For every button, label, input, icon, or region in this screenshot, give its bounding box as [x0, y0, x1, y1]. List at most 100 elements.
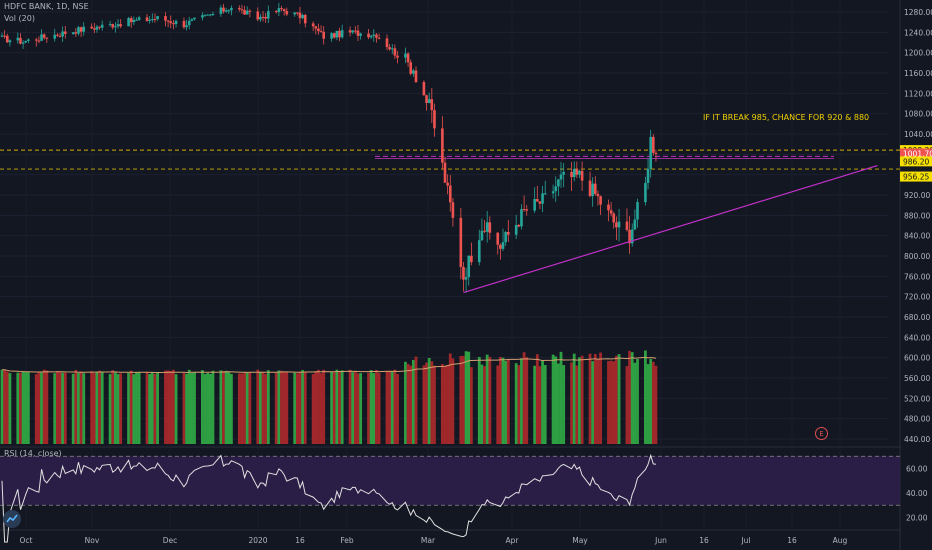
price-tick-label: 560.00	[904, 374, 930, 383]
candle-body	[135, 19, 138, 21]
candle-body	[169, 21, 173, 24]
candle-body	[356, 30, 360, 36]
volume-bar	[348, 369, 352, 444]
volume-bar	[591, 361, 595, 444]
volume-bar	[578, 357, 581, 444]
volume-bar	[488, 356, 492, 444]
candle-body	[578, 170, 581, 175]
volume-bar	[277, 370, 281, 444]
candle-body	[559, 174, 563, 180]
candle-body	[224, 10, 228, 12]
volume-bar	[525, 357, 529, 444]
candle-body	[520, 209, 523, 227]
volume-bar	[562, 365, 566, 444]
candle-body	[5, 35, 9, 43]
candle-body	[293, 12, 296, 15]
candle-body	[330, 33, 333, 39]
volume-bar	[356, 373, 360, 444]
candle-body	[314, 26, 318, 29]
volume-bar	[467, 351, 471, 444]
price-tick-label: 1160.00	[904, 69, 932, 78]
volume-bar	[293, 372, 297, 444]
candle-body	[174, 20, 178, 24]
volume-bar	[311, 374, 315, 444]
candle-body	[628, 229, 631, 244]
candle-body	[501, 242, 505, 249]
candle-body	[127, 18, 130, 27]
volume-bar	[338, 371, 341, 444]
volume-bar	[230, 373, 233, 444]
candle-body	[267, 11, 270, 19]
candle-body	[396, 55, 399, 58]
volume-label: Vol (20)	[4, 14, 35, 23]
tradingview-logo-icon[interactable]	[3, 510, 21, 528]
candle-body	[412, 70, 415, 74]
volume-bar	[113, 372, 117, 444]
volume-bar	[556, 363, 560, 444]
volume-bar	[237, 373, 241, 444]
volume-bar	[477, 356, 481, 444]
volume-bar	[572, 353, 576, 444]
earnings-marker-icon[interactable]: E	[815, 427, 828, 440]
time-tick-label: Nov	[85, 536, 100, 545]
candle-body	[259, 16, 262, 20]
volume-bar	[77, 372, 80, 444]
candle-body	[277, 8, 281, 13]
volume-bar	[185, 373, 188, 444]
candle-body	[404, 53, 407, 58]
candle-body	[609, 210, 613, 214]
time-tick-label: Jul	[740, 536, 750, 545]
volume-bar	[219, 370, 223, 444]
volume-bar	[145, 371, 149, 444]
candle-body	[211, 14, 215, 16]
candle-body	[58, 35, 62, 37]
volume-bar	[385, 370, 389, 444]
volume-bar	[646, 364, 650, 444]
volume-bars	[0, 350, 658, 444]
time-axis: Oct Nov Dec 2020 16 Feb Mar Apr May Jun 16 Jul 16 Aug	[20, 536, 848, 545]
level-price-tag	[900, 171, 932, 182]
candle-body	[409, 62, 413, 74]
candle-body	[187, 20, 191, 26]
price-tick-label: 760.00	[904, 272, 930, 281]
candle-body	[517, 225, 521, 227]
candle-body	[630, 229, 634, 244]
candle-body	[21, 42, 25, 44]
volume-bar	[390, 371, 394, 444]
time-tick-label: 16	[295, 536, 305, 545]
volume-bar	[92, 372, 96, 444]
price-tick-label: 720.00	[904, 293, 930, 302]
volume-bar	[514, 363, 518, 444]
volume-bar	[614, 355, 618, 444]
rising-trendline[interactable]	[463, 164, 878, 294]
volume-bar	[314, 371, 318, 444]
price-tick-label: 1080.00	[904, 110, 932, 119]
volume-bar	[596, 359, 600, 444]
candle-body	[82, 26, 86, 32]
volume-bar	[633, 362, 637, 444]
candle-body	[533, 199, 536, 211]
candle-body	[77, 27, 80, 34]
price-tick-label: 1120.00	[904, 89, 932, 98]
volume-bar	[303, 371, 307, 444]
candle-body	[483, 230, 486, 232]
time-tick-label: Dec	[163, 536, 178, 545]
candle-body	[441, 128, 444, 163]
volume-bar	[628, 350, 631, 444]
volume-bar	[224, 370, 228, 444]
volume-bar	[406, 363, 410, 444]
candle-body	[201, 15, 204, 18]
volume-bar	[282, 371, 286, 444]
price-tick-label: 1240.00	[904, 28, 932, 37]
candle-body	[285, 10, 289, 15]
volume-bar	[522, 352, 526, 444]
candle-body	[538, 201, 542, 204]
candle-body	[338, 30, 341, 38]
volume-bar	[580, 355, 584, 444]
volume-bar	[464, 351, 468, 444]
volume-bar	[388, 370, 392, 444]
volume-bar	[53, 373, 57, 444]
candle-body	[296, 12, 299, 14]
